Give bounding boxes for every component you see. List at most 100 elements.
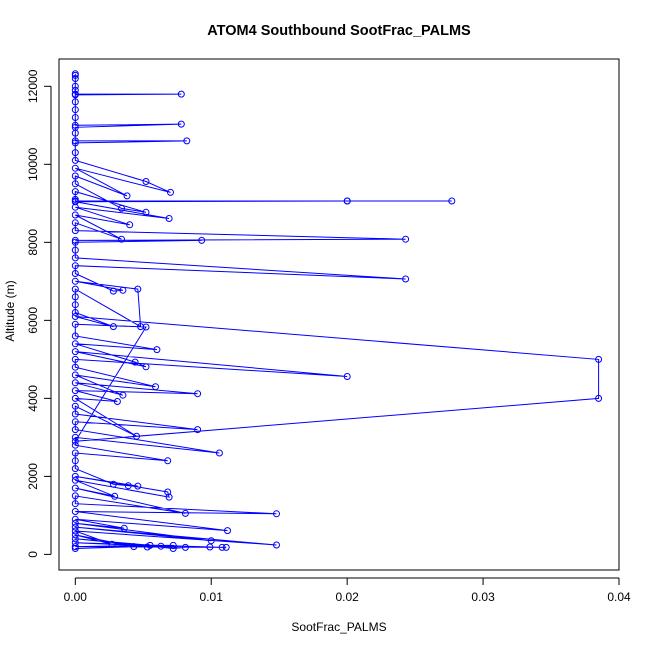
x-tick-label: 0.01 <box>200 590 224 604</box>
data-point <box>71 236 79 244</box>
data-point <box>130 543 138 551</box>
data-point <box>71 137 79 145</box>
x-axis: 0.00 0.01 0.02 0.03 0.04 <box>64 577 631 604</box>
data-point <box>153 346 161 354</box>
data-point <box>167 188 174 196</box>
data-point <box>198 236 206 244</box>
x-tick-label: 0.00 <box>64 590 88 604</box>
data-point <box>109 480 117 488</box>
data-point <box>402 275 410 283</box>
data-point <box>71 472 79 480</box>
data-point <box>183 137 191 145</box>
data-point <box>71 156 79 164</box>
data-point <box>71 149 79 157</box>
data-point <box>71 238 79 246</box>
data-point <box>71 82 79 90</box>
data-point <box>71 285 79 293</box>
data-point <box>71 371 79 379</box>
data-point <box>595 355 603 363</box>
data-point <box>71 379 79 387</box>
data-point <box>71 348 79 356</box>
data-point <box>71 418 79 426</box>
data-point <box>109 287 117 295</box>
data-point <box>71 508 79 515</box>
x-tick-label: 0.03 <box>471 590 495 604</box>
data-point <box>343 197 351 205</box>
data-point <box>402 235 410 243</box>
data-point <box>181 543 189 551</box>
data-point <box>71 180 79 188</box>
data-point <box>273 541 280 549</box>
data-point <box>71 441 79 449</box>
data-point <box>71 355 79 363</box>
data-point <box>71 531 79 539</box>
data-point <box>169 545 177 552</box>
data-point <box>165 215 173 222</box>
data-point <box>71 545 79 552</box>
data-point <box>142 363 150 371</box>
data-point <box>71 114 79 121</box>
data-point <box>215 449 223 457</box>
data-point <box>157 542 165 550</box>
data-point <box>134 482 142 490</box>
data-point <box>218 543 226 551</box>
data-point <box>118 235 125 243</box>
data-point <box>448 197 456 205</box>
y-tick-label: 10000 <box>26 147 40 181</box>
data-point <box>71 188 79 196</box>
data-point <box>71 262 79 270</box>
data-point <box>71 543 79 551</box>
data-point <box>71 500 79 508</box>
data-point <box>71 394 79 402</box>
data-point <box>273 510 280 518</box>
data-point <box>207 537 215 545</box>
data-point <box>126 221 134 229</box>
data-point <box>71 139 79 147</box>
data-point <box>222 543 230 551</box>
data-point <box>71 519 79 527</box>
data-point <box>111 492 119 500</box>
data-point <box>177 120 185 128</box>
series-points-group <box>71 70 603 552</box>
data-point <box>71 387 79 395</box>
data-point <box>71 172 79 180</box>
data-point <box>71 340 79 348</box>
data-point <box>71 203 79 211</box>
data-point <box>71 527 79 535</box>
data-point <box>120 524 128 532</box>
data-point <box>142 323 150 331</box>
data-point <box>71 254 79 262</box>
data-point <box>142 208 150 216</box>
data-point <box>71 465 79 473</box>
data-point <box>124 482 132 490</box>
y-tick-label: 8000 <box>26 229 40 256</box>
data-point <box>71 363 79 371</box>
data-point <box>71 484 79 492</box>
data-point <box>71 426 79 434</box>
data-point <box>71 277 79 285</box>
data-point <box>71 437 79 445</box>
series-line-group <box>74 73 600 550</box>
x-axis-label: SootFrac_PALMS <box>291 620 386 634</box>
data-point <box>142 178 150 185</box>
data-point <box>164 457 172 465</box>
data-point <box>134 285 142 293</box>
data-point <box>71 129 79 137</box>
data-point <box>71 332 79 340</box>
data-point <box>194 426 202 434</box>
y-tick-label: 2000 <box>26 463 40 490</box>
data-point <box>71 227 79 235</box>
y-axis-label: Altitude (m) <box>3 280 17 341</box>
x-tick-label: 0.04 <box>607 590 631 604</box>
data-point <box>164 488 172 496</box>
data-point <box>146 541 154 549</box>
data-point <box>71 535 79 543</box>
data-point <box>71 449 79 457</box>
plot-frame <box>58 58 620 571</box>
data-point <box>595 394 603 402</box>
chart-title: ATOM4 Southbound SootFrac_PALMS <box>207 23 471 39</box>
data-point <box>123 192 131 200</box>
data-point <box>71 433 79 441</box>
data-point <box>152 383 159 391</box>
data-point <box>71 75 79 82</box>
